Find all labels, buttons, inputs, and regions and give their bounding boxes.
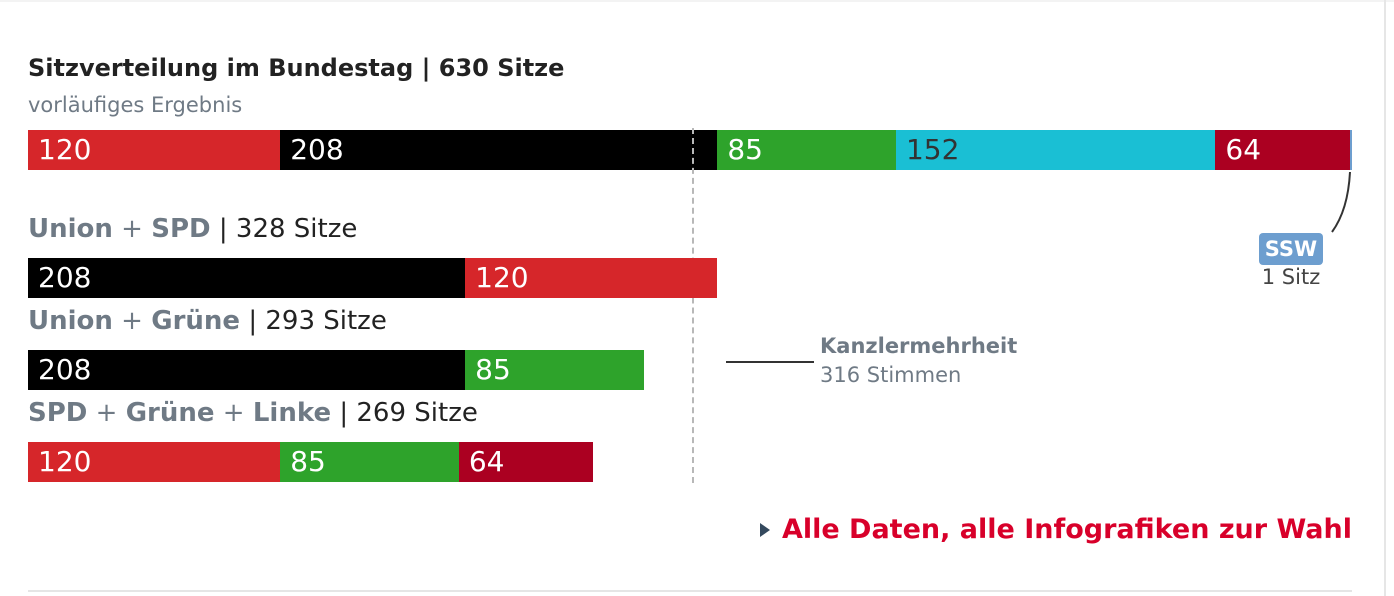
play-arrow-icon bbox=[759, 522, 770, 537]
coalition-title: SPD + Grüne + Linke | 269 Sitze bbox=[28, 398, 478, 428]
all-data-link-text: Alle Daten, alle Infografiken zur Wahl bbox=[781, 514, 1352, 545]
bar-segment-spd: 120 bbox=[28, 130, 281, 170]
bar-value-label: 120 bbox=[38, 133, 92, 166]
right-border bbox=[1384, 0, 1386, 596]
bar-value-label: 208 bbox=[290, 133, 344, 166]
bar-value-label: 120 bbox=[38, 445, 92, 478]
bar-value-label: 208 bbox=[38, 353, 92, 386]
coalition-plus-sign: + bbox=[87, 398, 126, 428]
bar-segment-union: 208 bbox=[28, 258, 466, 298]
coalition-party-name: Grüne bbox=[151, 306, 241, 336]
coalition-separator: | bbox=[210, 214, 236, 244]
coalition-party-name: SPD bbox=[151, 214, 211, 244]
bar-value-label: 208 bbox=[38, 261, 92, 294]
bottom-divider bbox=[28, 590, 1352, 592]
coalition-plus-sign: + bbox=[112, 306, 152, 336]
coalition-party-name: Linke bbox=[252, 398, 332, 428]
bar-segment-gruene: 85 bbox=[717, 130, 896, 170]
coalition-party-name: SPD bbox=[28, 398, 88, 428]
majority-label: Kanzlermehrheit bbox=[820, 334, 1018, 358]
all-data-link[interactable]: Alle Daten, alle Infografiken zur Wahl bbox=[759, 514, 1352, 545]
bar-segment-afd: 152 bbox=[895, 130, 1216, 170]
ssw-seat-count: 1 Sitz bbox=[1261, 265, 1321, 289]
bar-segment-union: 208 bbox=[28, 350, 466, 390]
bar-segment-spd: 120 bbox=[465, 258, 718, 298]
coalition-party-name: Union bbox=[28, 214, 113, 244]
ssw-connector-line bbox=[1331, 171, 1351, 233]
bar-segment-gruene: 85 bbox=[465, 350, 644, 390]
bar-value-label: 85 bbox=[727, 133, 763, 166]
bar-value-label: 64 bbox=[1225, 133, 1262, 166]
chart-subtitle: vorläufiges Ergebnis bbox=[28, 93, 243, 117]
bar-value-label: 120 bbox=[475, 261, 529, 294]
coalition-title: Union + SPD | 328 Sitze bbox=[28, 214, 357, 244]
bar-segment-gruene: 85 bbox=[280, 442, 459, 482]
majority-annotation-line bbox=[726, 361, 814, 363]
chart-title: Sitzverteilung im Bundestag | 630 Sitze bbox=[28, 54, 565, 82]
bar-value-label: 64 bbox=[468, 445, 505, 478]
majority-line bbox=[692, 128, 694, 483]
ssw-badge: SSW bbox=[1259, 233, 1323, 265]
majority-votes: 316 Stimmen bbox=[820, 363, 962, 387]
coalition-seat-total: 293 Sitze bbox=[265, 306, 387, 336]
bar-value-label: 85 bbox=[475, 353, 511, 386]
bar-segment-ssw bbox=[1349, 130, 1352, 170]
bar-segment-linke: 64 bbox=[458, 442, 594, 482]
coalition-title: Union + Grüne | 293 Sitze bbox=[28, 306, 387, 336]
bar-segment-spd: 120 bbox=[28, 442, 281, 482]
coalition-separator: | bbox=[331, 398, 357, 428]
top-divider bbox=[0, 0, 1394, 2]
bar-value-label: 152 bbox=[905, 133, 960, 166]
bar-segment-union: 208 bbox=[280, 130, 718, 170]
coalition-party-name: Union bbox=[28, 306, 113, 336]
coalition-seat-total: 269 Sitze bbox=[356, 398, 478, 428]
coalition-plus-sign: + bbox=[214, 398, 253, 428]
coalition-separator: | bbox=[240, 306, 266, 336]
coalition-seat-total: 328 Sitze bbox=[235, 214, 358, 244]
bar-segment-linke: 64 bbox=[1215, 130, 1350, 170]
coalition-plus-sign: + bbox=[112, 214, 152, 244]
bar-value-label: 85 bbox=[290, 445, 326, 478]
coalition-party-name: Grüne bbox=[125, 398, 215, 428]
